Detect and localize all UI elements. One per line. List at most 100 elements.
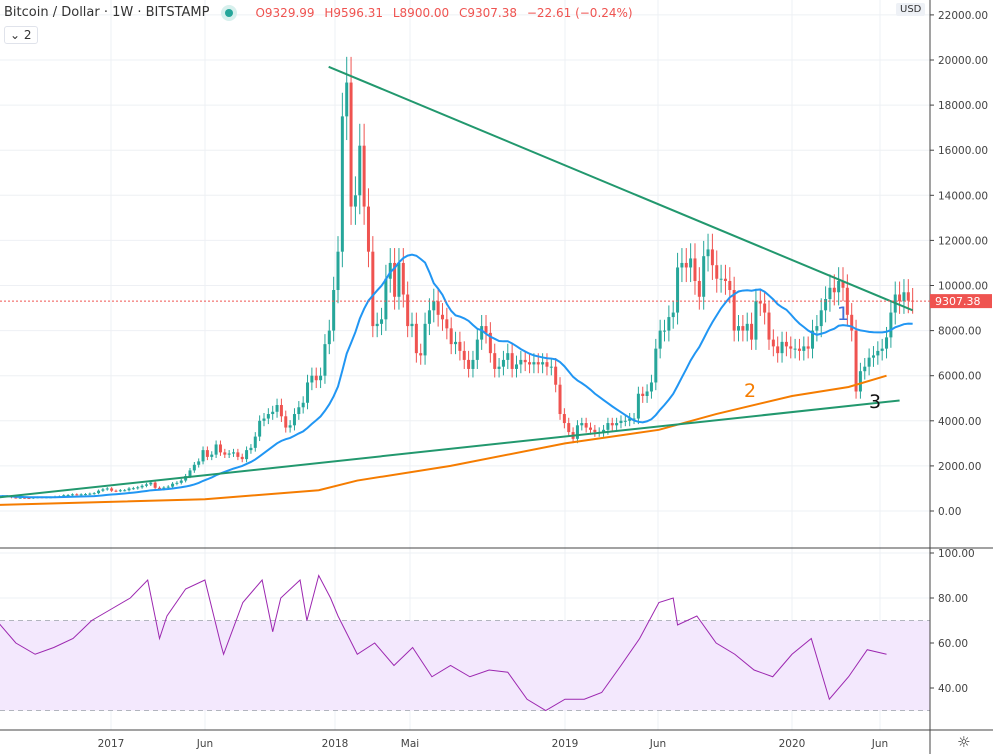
candle-body [828,287,832,300]
candle-body [541,362,545,365]
candle-body [562,414,566,424]
change-value: −22.61 (−0.24%) [526,5,633,20]
candle-body [332,290,336,331]
settings-gear-icon[interactable]: ☼ [957,733,971,751]
candle-body [841,280,845,288]
open-value: O9329.99 [255,5,315,20]
candle-body [776,346,780,354]
candle-body [310,375,314,383]
candle-body [275,405,279,412]
candle-body [824,299,828,311]
candle-body [845,287,849,315]
candle-body [475,339,479,360]
candle-body [306,382,310,403]
candle-body [253,436,257,448]
candle-body [484,326,488,333]
candle-body [514,364,518,369]
candle-body [205,450,209,457]
candle-body [266,414,270,419]
candle-body [88,493,92,495]
candle-body [162,487,166,490]
candle-body [602,429,606,433]
candle-body [314,375,318,381]
candle-body [789,346,793,349]
candle-body [628,418,632,421]
price-tick-label: 16000.00 [938,145,988,157]
candle-body [501,359,505,367]
candle-body [192,464,196,471]
candle-body [641,393,645,396]
low-value: L8900.00 [392,5,450,20]
candle-body [214,444,218,455]
candle-body [715,265,719,279]
candle-body [771,339,775,347]
candle-body [445,319,449,329]
candle-body [223,452,227,455]
candle-body [271,411,275,415]
candle-body [902,292,906,302]
candle-body [545,362,549,367]
legend-toggle-button[interactable]: ⌄ 2 [4,26,38,44]
candle-body [188,470,192,477]
currency-label[interactable]: USD [896,3,926,16]
candle-body [854,330,858,392]
candle-body [62,495,66,497]
candle-body [488,332,492,354]
candle-body [327,330,331,345]
candle-body [750,323,754,340]
candle-body [636,393,640,419]
candle-body [288,425,292,428]
candle-body [440,314,444,320]
candle-body [358,145,362,196]
candle-body [793,348,797,350]
candle-body [97,490,101,494]
candle-body [66,494,70,496]
candle-body [340,116,344,252]
candle-body [758,301,762,304]
candle-body [179,480,183,483]
time-tick-label: 2020 [779,738,806,750]
candle-body [384,278,388,320]
candle-body [353,195,357,207]
candle-body [737,326,741,331]
candle-body [158,487,162,490]
candle-body [536,362,540,365]
candle-body [18,497,22,499]
candle-body [876,350,880,356]
candle-body [149,482,153,485]
time-tick-label: 2018 [322,738,349,750]
candle-body [131,488,135,490]
candle-body [645,391,649,396]
rsi-band [0,620,930,711]
price-tick-label: 22000.00 [938,10,988,22]
candle-body [606,423,610,430]
candle-body [427,310,431,324]
price-tick-label: 0.00 [938,506,961,518]
close-value: C9307.38 [459,5,518,20]
candle-body [693,258,697,281]
candle-body [436,301,440,315]
candle-body [850,314,854,331]
last-price-badge [930,294,992,309]
candle-body [689,258,693,268]
candle-body [623,420,627,422]
candle-body [236,452,240,457]
candle-body [871,355,875,358]
candle-body [671,312,675,318]
time-tick-label: 2019 [552,738,579,750]
candle-body [467,359,471,369]
symbol-title[interactable]: Bitcoin / Dollar · 1W · BITSTAMP [4,5,210,20]
candle-body [806,346,810,349]
price-tick-label: 10000.00 [938,281,988,293]
candle-body [763,303,767,313]
time-tick-label: Jun [196,738,213,750]
candle-body [262,418,266,421]
candle-body [144,484,148,486]
candle-body [723,278,727,281]
candle-body [497,366,501,369]
candle-body [362,145,366,207]
candle-body [745,323,749,331]
candle-body [510,353,514,369]
